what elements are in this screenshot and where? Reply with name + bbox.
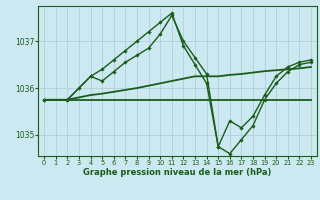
X-axis label: Graphe pression niveau de la mer (hPa): Graphe pression niveau de la mer (hPa) bbox=[84, 168, 272, 177]
